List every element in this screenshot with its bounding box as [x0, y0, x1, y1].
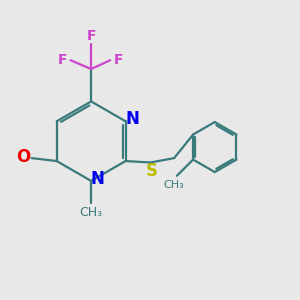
Text: N: N: [91, 170, 104, 188]
Text: F: F: [86, 29, 96, 43]
Text: F: F: [58, 53, 67, 67]
Text: O: O: [16, 148, 31, 166]
Text: F: F: [114, 53, 123, 67]
Text: S: S: [146, 162, 158, 180]
Text: CH₃: CH₃: [80, 206, 103, 219]
Text: CH₃: CH₃: [164, 180, 184, 190]
Text: N: N: [125, 110, 139, 128]
